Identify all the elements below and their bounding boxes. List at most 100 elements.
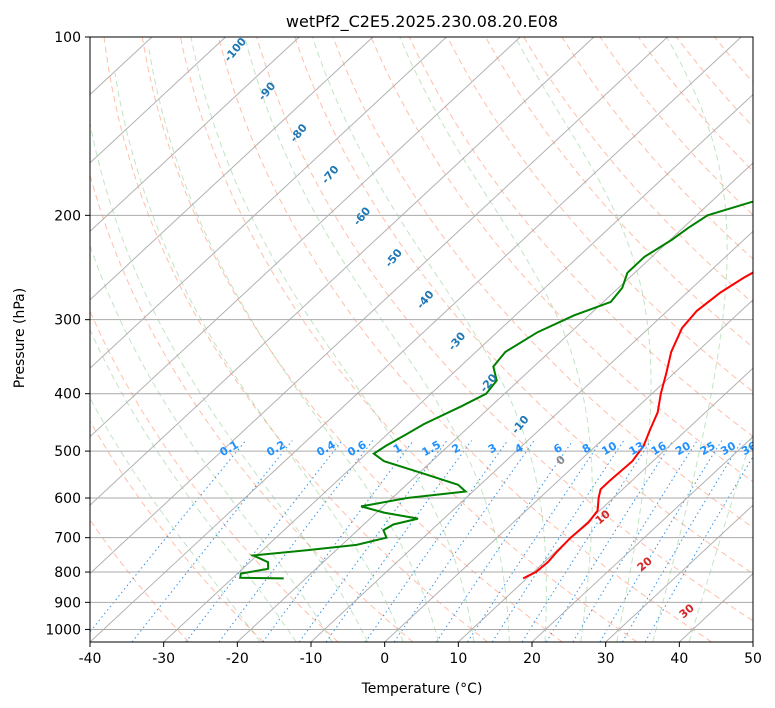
mixing-ratio-label: 13 [627,439,647,458]
x-tick-label: 0 [380,651,389,667]
moist-adiabat-line [90,244,333,642]
dry-adiabat-line [561,37,753,260]
dry-adiabat-label: -30 [446,329,469,353]
mixing-ratio-line [467,440,602,642]
y-tick-label: 900 [54,595,81,611]
y-tick-label: 800 [54,565,81,581]
mixing-ratio-label: 25 [698,439,718,458]
moist-adiabat-line [114,72,404,642]
dry-adiabat-label: -10 [509,413,532,437]
y-tick-label: 100 [54,30,81,46]
mixing-ratio-line [521,440,652,642]
isotherm-line [0,37,5,642]
isotherm-line [90,37,742,642]
x-tick-label: 20 [523,651,541,667]
dry-adiabat-line [179,37,638,642]
dry-adiabat-label: -70 [319,163,342,187]
isotherm-line [163,93,753,642]
mixing-ratio-label: 3 [486,441,499,456]
moist-adiabat-label: 20 [635,554,655,574]
y-tick-label: 400 [54,387,81,403]
mixing-ratio-line [491,440,625,642]
mixing-ratio-line [621,440,743,642]
dry-adiabat-label: -80 [287,121,310,145]
dry-adiabat-line [637,37,753,172]
mixing-ratio-label: 0.2 [264,438,287,459]
mixing-ratio-label: 8 [580,441,593,456]
mixing-ratio-line [572,440,698,642]
chart-title: wetPf2_C2E5.2025.230.08.20.E08 [286,12,558,32]
y-tick-label: 500 [54,444,81,460]
y-tick-label: 700 [54,531,81,547]
dry-adiabat-label: -40 [414,288,437,312]
moist-adiabat-label: 30 [677,601,697,621]
mixing-ratio-line [644,455,753,642]
dry-adiabat-line [599,37,753,216]
moist-adiabat-line [311,37,547,642]
plot-area: -100-90-80-70-60-50-40-30-20-100.1 0.2 0.4… [0,30,762,668]
dry-adiabat-label: -90 [256,79,279,103]
x-tick-label: 10 [449,651,467,667]
mixing-ratio-label: 20 [673,439,693,458]
isotherm-line [678,572,753,642]
plot-frame [89,36,754,643]
x-tick-label: -20 [226,651,249,667]
isotherm-line [752,641,753,642]
x-tick-label: 30 [597,651,615,667]
dry-adiabat-label: -20 [477,371,500,395]
moist-adiabat-label: 40 [719,648,739,668]
isotherm-line [90,37,447,369]
moist-adiabat-line [688,431,753,642]
x-tick-label: -40 [79,651,102,667]
mixing-ratio-label: 0.6 [345,438,369,459]
isotherm-line [310,230,753,642]
moist-adiabat-line [148,49,439,642]
dry-adiabat-line [332,37,753,529]
dry-adiabat-label: -100 [221,35,249,65]
mixing-ratio-label: 36 [739,439,759,458]
moist-adiabat-line [399,37,593,642]
x-tick-label: 40 [670,651,688,667]
dry-adiabat-line [141,37,563,642]
mixing-ratio-line [90,440,246,633]
mixing-ratio-label: 16 [649,439,669,458]
dewpoint-profile-line [239,200,753,580]
dry-adiabat-line [90,420,264,642]
isotherm-line [90,37,300,233]
temperature-profile-line [522,271,753,580]
x-tick-label: -10 [300,651,323,667]
dry-adiabat-line [675,37,753,128]
isotherm-line [90,37,595,506]
mixing-ratio-label: 10 [599,439,619,458]
dry-adiabat-line [408,37,753,438]
y-axis-label: Pressure (hPa) [12,288,28,388]
mixing-ratio-line [599,440,723,642]
mixing-ratio-line [185,440,343,642]
y-tick-label: 300 [54,313,81,329]
mixing-ratio-line [218,440,374,642]
y-tick-label: 200 [54,208,81,224]
isotherm-line [236,162,753,642]
dry-adiabat-line [752,37,753,39]
moist-adiabat-label: 10 [593,507,613,527]
mixing-ratio-label: 2 [450,441,463,456]
moist-adiabat-label: 0 [554,453,568,468]
y-tick-label: 600 [54,491,81,507]
isotherm-line [605,504,753,642]
mixing-ratio-label: 1.5 [420,438,443,459]
moist-adiabat-line [90,396,261,642]
dry-adiabat-label: -50 [382,246,405,270]
mixing-ratio-label: 4 [512,441,525,456]
dry-adiabat-line [370,37,753,483]
moist-adiabat-line [190,37,475,642]
mixing-ratio-label: 0.1 [217,438,240,459]
isotherm-line [457,367,753,642]
isotherm-line [90,37,226,164]
moist-adiabat-line [244,37,510,642]
isotherm-line [384,299,753,642]
isotherm-line [531,435,753,642]
moist-adiabat-line [514,37,652,642]
dry-adiabat-line [256,37,753,622]
mixing-ratio-line [545,440,674,642]
